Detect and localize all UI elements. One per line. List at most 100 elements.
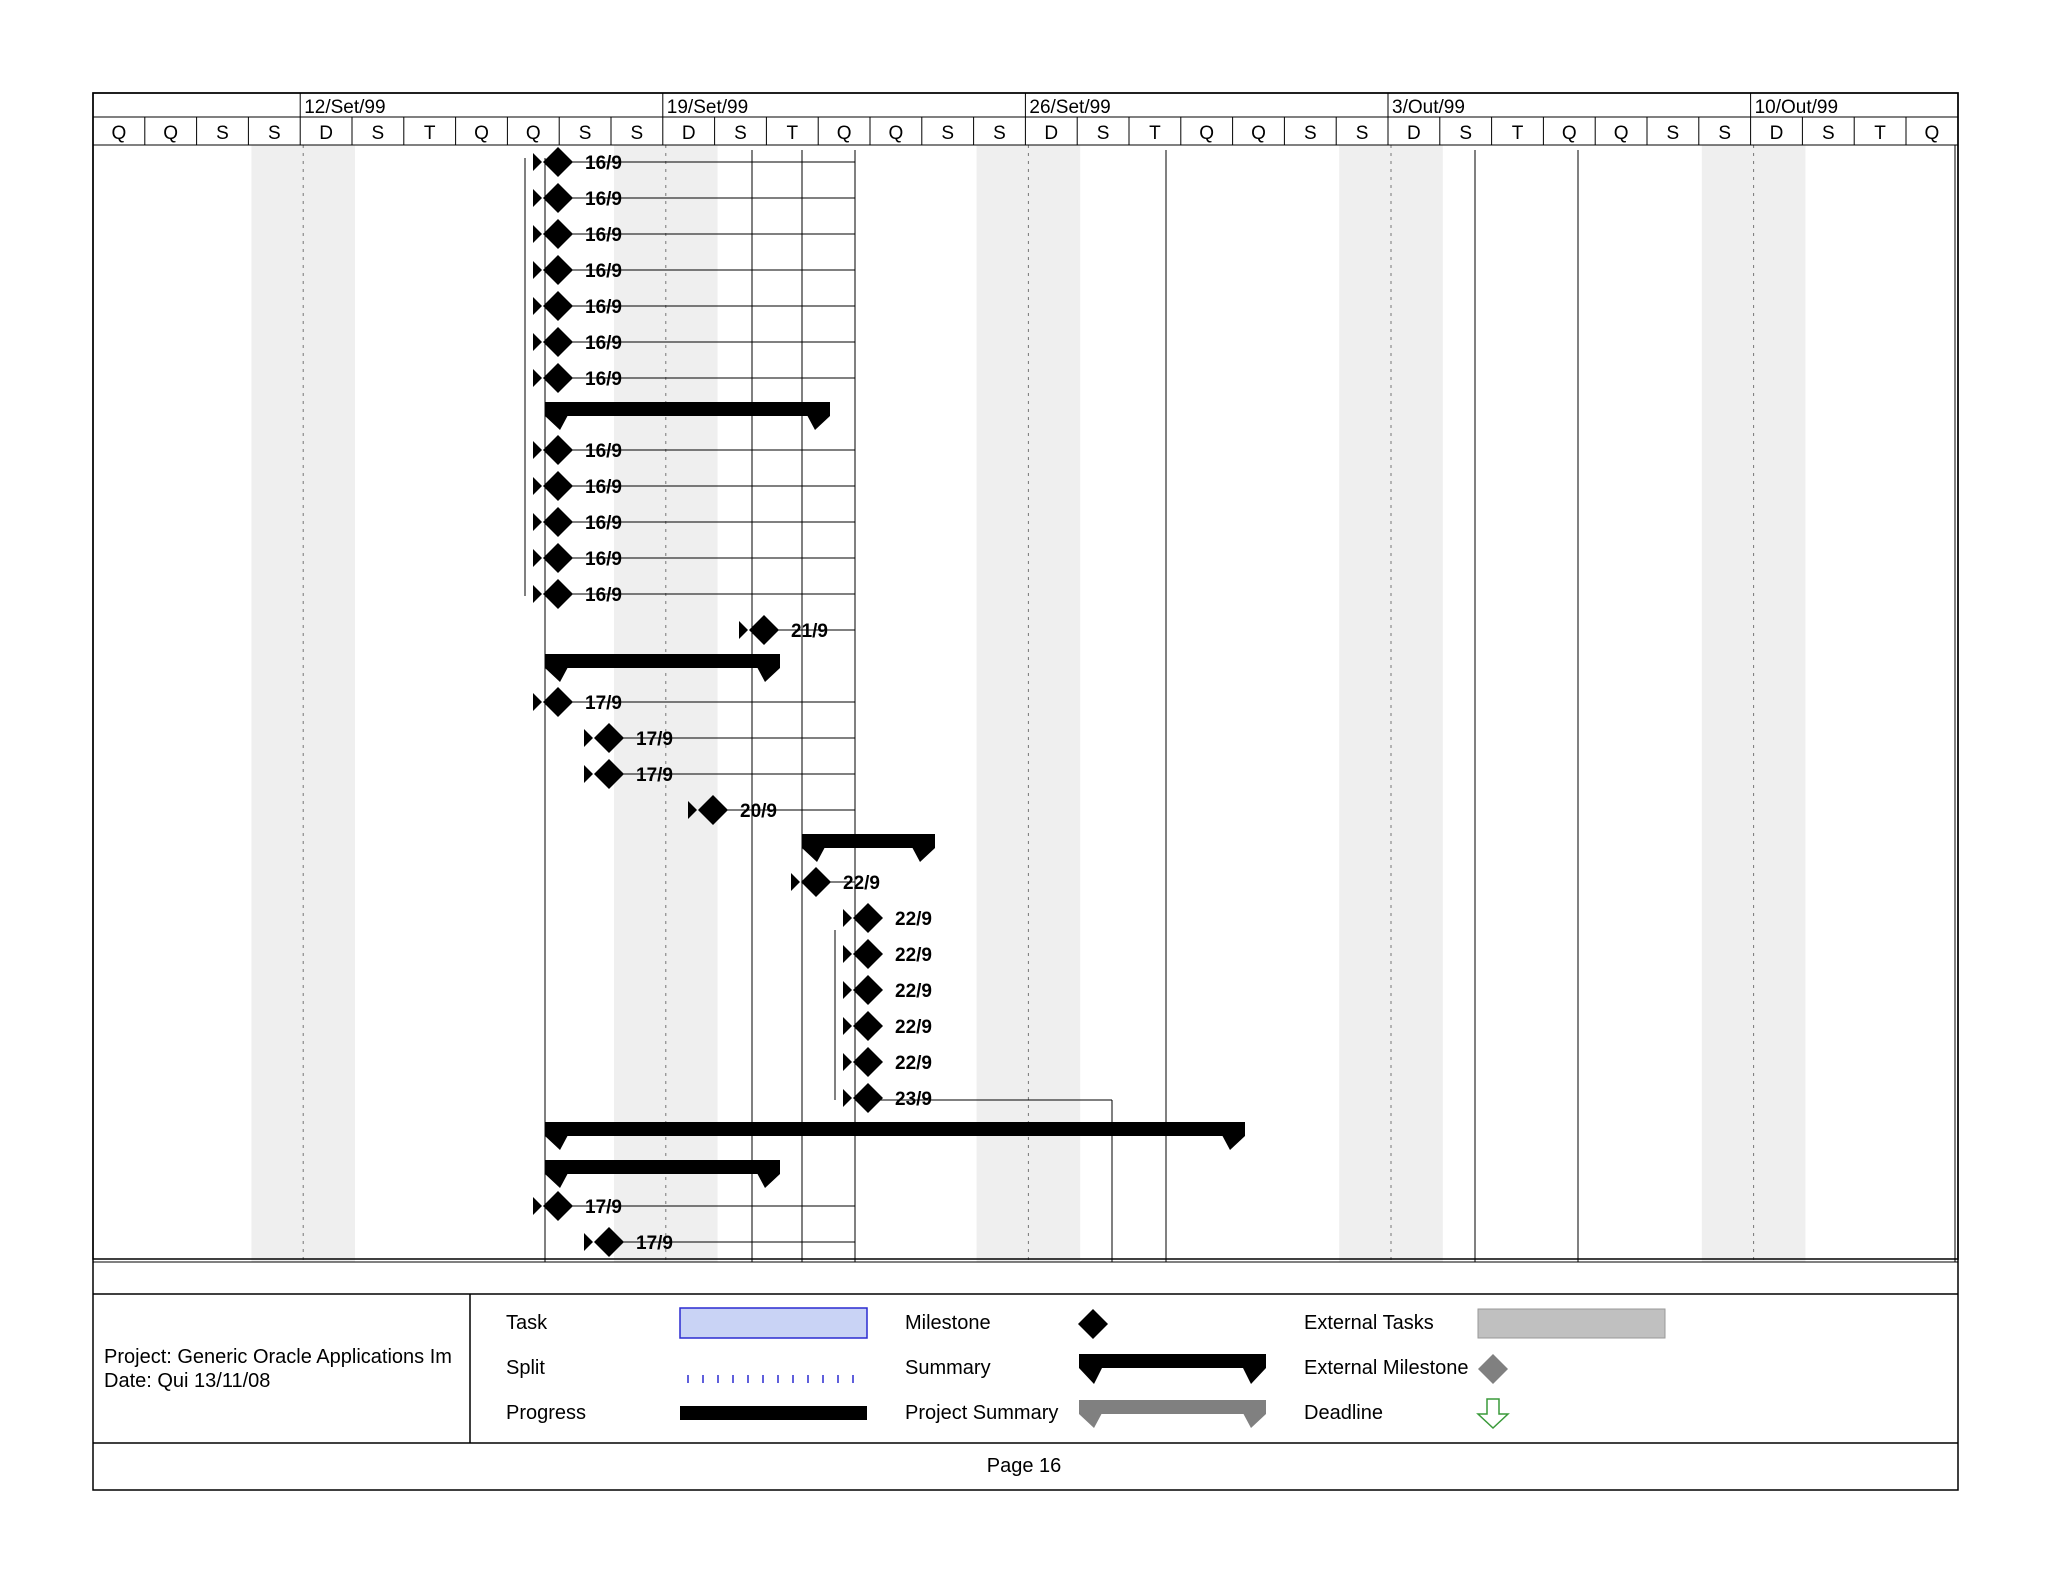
milestone-diamond	[543, 579, 573, 609]
milestone-diamond	[543, 219, 573, 249]
predecessor-arrow	[533, 513, 542, 531]
milestone-date-label: 16/9	[585, 225, 622, 246]
predecessor-arrow	[584, 1233, 593, 1251]
summary-bar-start	[545, 1122, 575, 1150]
legend-summary-label: Summary	[905, 1357, 991, 1379]
day-label: S	[268, 123, 281, 144]
predecessor-arrow	[739, 621, 748, 639]
day-label: Q	[1251, 123, 1266, 144]
day-label: S	[1667, 123, 1680, 144]
milestone-date-label: 21/9	[791, 621, 828, 642]
milestone-date-label: 16/9	[585, 585, 622, 606]
predecessor-arrow	[584, 729, 593, 747]
day-label: Q	[112, 123, 127, 144]
week-label: 26/Set/99	[1029, 97, 1110, 118]
day-label: S	[1822, 123, 1835, 144]
milestone-diamond	[853, 1083, 883, 1113]
legend-milestone-label: Milestone	[905, 1312, 991, 1334]
milestone-diamond	[543, 183, 573, 213]
milestone-date-label: 17/9	[636, 1233, 673, 1254]
milestone-diamond	[543, 687, 573, 717]
milestone-date-label: 22/9	[895, 981, 932, 1002]
milestone-diamond	[594, 759, 624, 789]
day-label: S	[631, 123, 644, 144]
legend-external-tasks-swatch	[1477, 1308, 1666, 1339]
summary-bar-start	[545, 402, 575, 430]
predecessor-arrow	[843, 1017, 852, 1035]
predecessor-arrow	[533, 693, 542, 711]
milestone-date-label: 16/9	[585, 333, 622, 354]
predecessor-arrow	[533, 1197, 542, 1215]
milestone-diamond	[698, 795, 728, 825]
milestone-diamond	[543, 291, 573, 321]
milestone-date-label: 17/9	[636, 729, 673, 750]
legend-task-label: Task	[506, 1312, 548, 1334]
milestone-date-label: 22/9	[895, 1017, 932, 1038]
predecessor-arrow	[533, 369, 542, 387]
milestone-date-label: 22/9	[843, 873, 880, 894]
day-label: D	[682, 123, 696, 144]
predecessor-arrow	[533, 297, 542, 315]
legend-milestone-icon	[1078, 1309, 1108, 1339]
predecessor-arrow	[843, 1089, 852, 1107]
milestones: 16/9 16/9 16/9 16/9 16/9 16/9 16/9 16/9 16/9 16/9…	[533, 147, 932, 1257]
summary-bar-start	[545, 1160, 575, 1188]
timescale-header: Q Q S S D S T Q Q S S D S T Q Q S S D S T Q Q S S D S T Q Q S S D S T Q 12/S…	[93, 93, 1958, 146]
day-label: D	[1407, 123, 1421, 144]
predecessor-arrow	[843, 1053, 852, 1071]
day-label: D	[1044, 123, 1058, 144]
milestone-diamond	[543, 471, 573, 501]
weekend-band	[1701, 145, 1806, 1262]
week-label: 19/Set/99	[667, 97, 748, 118]
predecessor-arrow	[533, 189, 542, 207]
milestone-diamond	[594, 1227, 624, 1257]
day-label: S	[1097, 123, 1110, 144]
legend-progress-swatch	[680, 1406, 867, 1420]
milestone-date-label: 16/9	[585, 477, 622, 498]
milestone-date-label: 16/9	[585, 369, 622, 390]
weekend-shading	[251, 145, 1806, 1262]
milestone-date-label: 17/9	[585, 1197, 622, 1218]
milestone-date-label: 23/9	[895, 1089, 932, 1110]
milestone-date-label: 22/9	[895, 1053, 932, 1074]
day-label: Q	[837, 123, 852, 144]
legend-external-tasks-label: External Tasks	[1304, 1312, 1434, 1334]
day-label: S	[579, 123, 592, 144]
predecessor-arrow	[533, 549, 542, 567]
predecessor-arrow	[533, 585, 542, 603]
milestone-diamond	[853, 939, 883, 969]
predecessor-arrow	[533, 441, 542, 459]
milestone-diamond	[853, 1047, 883, 1077]
summary-bar	[545, 1160, 780, 1174]
summary-bar	[802, 834, 935, 848]
milestone-diamond	[801, 867, 831, 897]
milestone-date-label: 16/9	[585, 261, 622, 282]
summary-bar-end	[905, 834, 935, 862]
summary-bar	[545, 402, 830, 416]
milestone-date-label: 22/9	[895, 909, 932, 930]
predecessor-arrow	[688, 801, 697, 819]
milestone-diamond	[594, 723, 624, 753]
milestone-diamond	[853, 903, 883, 933]
day-label: T	[424, 123, 436, 144]
legend-split-label: Split	[506, 1357, 545, 1379]
day-label: D	[319, 123, 333, 144]
predecessor-arrow	[843, 909, 852, 927]
summary-bar-end	[800, 402, 830, 430]
summary-bar-end	[1215, 1122, 1245, 1150]
predecessor-arrow	[791, 873, 800, 891]
day-label: Q	[1562, 123, 1577, 144]
day-label: S	[941, 123, 954, 144]
week-label: 10/Out/99	[1755, 97, 1838, 118]
milestone-diamond	[749, 615, 779, 645]
milestone-date-label: 16/9	[585, 153, 622, 174]
milestone-date-label: 16/9	[585, 297, 622, 318]
milestone-diamond	[543, 363, 573, 393]
day-label: S	[1304, 123, 1317, 144]
milestone-diamond	[543, 1191, 573, 1221]
day-label: S	[372, 123, 385, 144]
week-label: 12/Set/99	[304, 97, 385, 118]
milestone-diamond	[543, 435, 573, 465]
weekend-band	[976, 145, 1081, 1262]
weekend-band	[1339, 145, 1443, 1262]
